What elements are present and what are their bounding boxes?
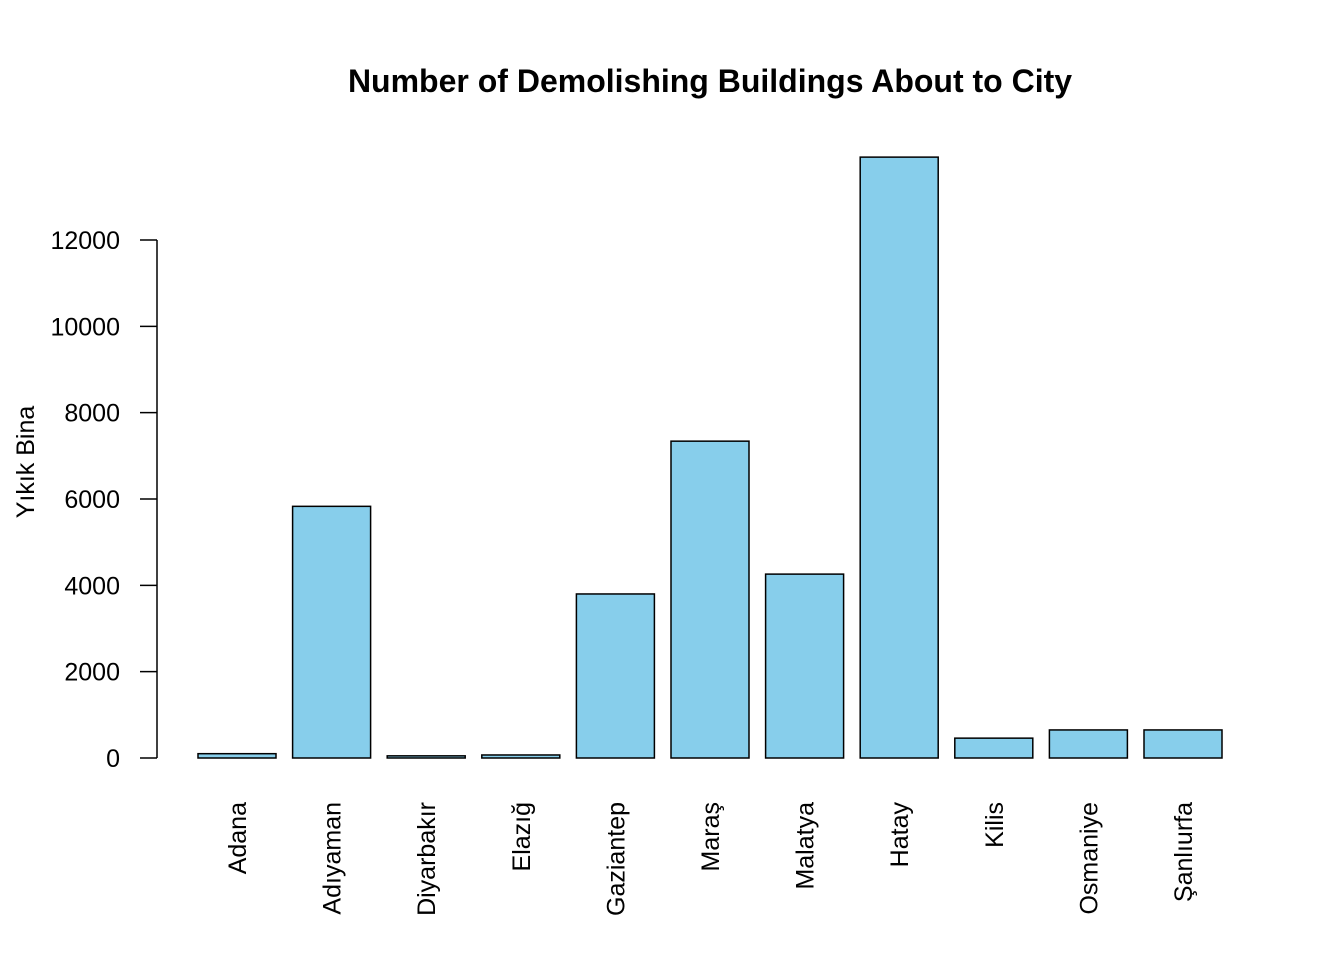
x-tick-label: Şanlıurfa [1170,802,1198,902]
y-tick-label: 12000 [50,227,120,255]
bar [386,755,466,759]
y-axis-label: Yıkık Bina [12,406,40,519]
bar [1143,729,1223,759]
y-tick-label: 8000 [64,400,120,428]
bar [1048,729,1129,759]
x-tick-label: Malatya [792,802,820,890]
x-tick-label: Osmaniye [1075,802,1103,915]
x-tick-label: Hatay [886,802,914,868]
chart-title: Number of Demolishing Buildings About to… [348,63,1072,99]
bar [670,440,750,759]
bar [575,593,656,759]
y-tick-label: 4000 [64,572,120,600]
x-tick-label: Gaziantep [602,802,630,916]
x-tick-label: Elazığ [508,802,536,871]
x-tick-label: Kilis [981,802,1009,848]
bar [291,505,372,759]
bar [764,573,845,759]
y-tick-label: 6000 [64,486,120,514]
x-tick-label: Adıyaman [319,802,347,915]
x-tick-label: Diyarbakır [413,802,441,916]
bar [954,737,1034,759]
bar [859,156,939,759]
y-tick-label: 0 [106,745,120,773]
bar [197,752,277,759]
x-tick-label: Maraş [697,802,725,871]
y-tick-label: 2000 [64,659,120,687]
y-tick-label: 10000 [50,313,120,341]
x-tick-label: Adana [224,802,252,874]
bar [481,754,561,759]
